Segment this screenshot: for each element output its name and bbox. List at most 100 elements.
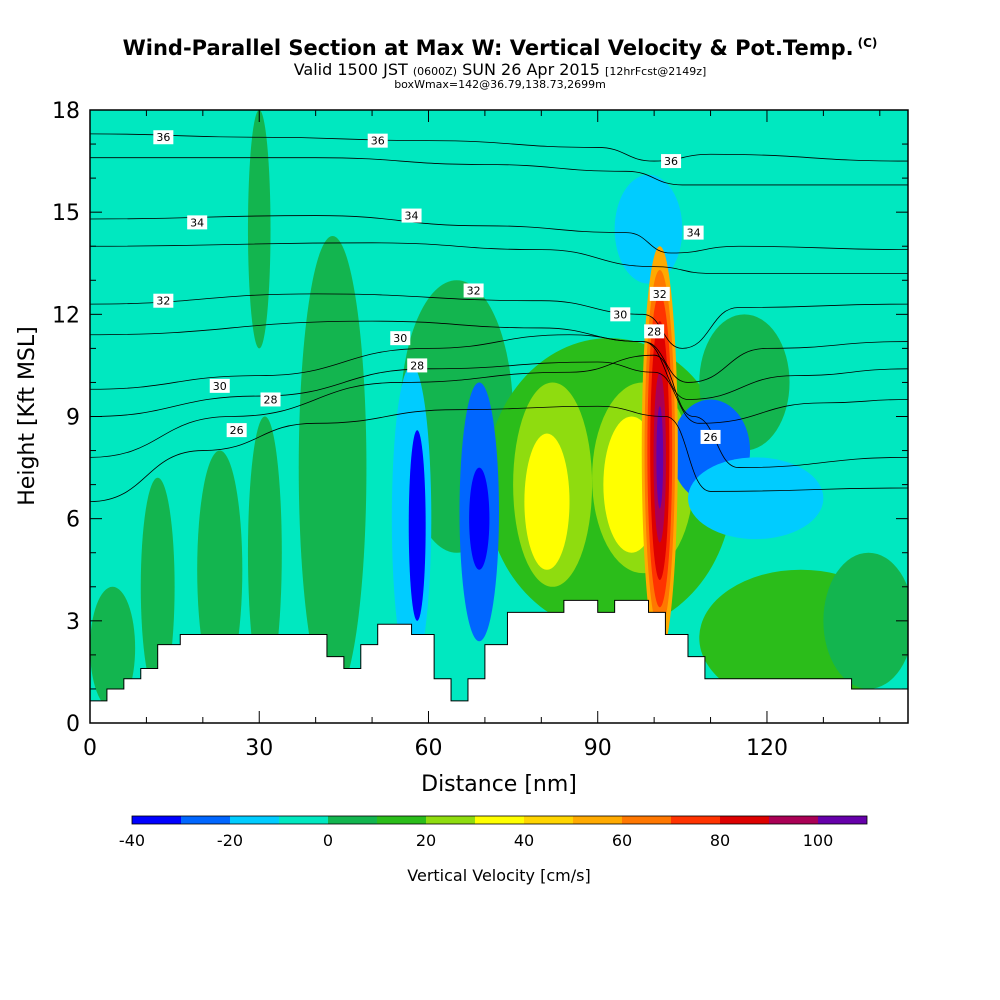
velocity-field <box>90 110 908 710</box>
isentrope-label: 28 <box>407 358 428 373</box>
y-tick-label: 0 <box>66 712 80 737</box>
isentrope-label: 32 <box>153 293 174 308</box>
isentrope-label: 30 <box>610 307 631 322</box>
colorbar-swatch <box>622 816 671 824</box>
x-tick-label: 30 <box>245 736 273 761</box>
isentrope-line <box>90 133 908 162</box>
colorbar-frame <box>131 815 868 825</box>
forecast-info: [12hrFcst@2149z] <box>605 65 707 78</box>
velocity-cell <box>656 406 664 509</box>
terrain-profile <box>90 599 908 723</box>
isentrope-label: 36 <box>661 154 682 169</box>
box-info: boxWmax=142@36.79,138.73,2699m <box>394 78 606 91</box>
isentrope-label: 36 <box>153 130 174 145</box>
isentrope-line <box>90 361 908 424</box>
colorbar-swatch <box>769 816 818 824</box>
velocity-cell <box>298 236 367 700</box>
isentrope-line <box>90 242 908 274</box>
velocity-cell <box>687 457 824 540</box>
colorbar-swatch <box>279 816 328 824</box>
colorbar-swatch <box>181 816 230 824</box>
valid-date: SUN 26 Apr 2015 <box>462 60 600 79</box>
colorbar-swatch <box>818 816 867 824</box>
colorbar-swatch <box>475 816 524 824</box>
colorbar-swatch <box>426 816 475 824</box>
colorbar-swatch <box>377 816 426 824</box>
y-tick-label: 3 <box>66 610 80 635</box>
isentrope-label: 34 <box>187 215 208 230</box>
isentrope-label: 26 <box>226 423 247 438</box>
colorbar-swatch <box>720 816 769 824</box>
isentrope-label-text: 30 <box>213 380 227 393</box>
isentrope-label-text: 36 <box>156 131 170 144</box>
isentrope-line <box>90 215 908 254</box>
colorbar-tick-label: 100 <box>803 831 834 850</box>
colorbar-swatch <box>524 816 573 824</box>
colorbar-swatch <box>671 816 720 824</box>
isentrope-label-text: 32 <box>467 284 481 297</box>
x-tick-label: 90 <box>584 736 612 761</box>
isentrope-line <box>90 293 908 349</box>
isentrope-label-text: 26 <box>704 431 718 444</box>
isentrope-label: 32 <box>463 283 484 298</box>
colorbar-tick-label: 40 <box>514 831 534 850</box>
y-tick-label: 15 <box>52 201 80 226</box>
x-tick-label: 60 <box>414 736 442 761</box>
copyright-mark: (C) <box>857 36 878 50</box>
x-axis-label: Distance [nm] <box>421 772 577 797</box>
chart-subtitle: Valid 1500 JST (0600Z) SUN 26 Apr 2015 [… <box>0 60 1000 79</box>
colorbar-label: Vertical Velocity [cm/s] <box>407 866 590 885</box>
isentrope-label-text: 32 <box>156 295 170 308</box>
title-text: Wind-Parallel Section at Max W: Vertical… <box>122 36 854 60</box>
isentrope-line <box>90 157 908 186</box>
velocity-cell <box>247 110 271 349</box>
valid-utc: (0600Z) <box>412 65 457 78</box>
colorbar-swatch <box>573 816 622 824</box>
velocity-cell <box>140 477 175 696</box>
isentrope-label: 32 <box>649 286 670 301</box>
colorbar-swatch <box>328 816 377 824</box>
colorbar-swatch <box>230 816 279 824</box>
colorbar: -40 -20 0 20 40 60 80 100 <box>119 815 868 850</box>
chart-title: Wind-Parallel Section at Max W: Vertical… <box>0 36 1000 60</box>
velocity-cell <box>823 552 908 689</box>
valid-prefix: Valid 1500 JST <box>293 60 408 79</box>
isentrope-label-text: 36 <box>371 135 385 148</box>
isentrope-label: 28 <box>260 392 281 407</box>
isentrope-label-text: 34 <box>405 210 419 223</box>
colorbar-tick-label: 80 <box>710 831 730 850</box>
velocity-cell <box>614 174 683 284</box>
velocity-cell <box>469 467 490 570</box>
isentrope-label: 28 <box>644 324 665 339</box>
isentrope-line <box>90 334 908 400</box>
colorbar-tick-label: 60 <box>612 831 632 850</box>
isentrope-label-text: 28 <box>410 359 424 372</box>
isentrope-label-text: 36 <box>664 155 678 168</box>
isentrope-lines <box>90 133 908 503</box>
x-tick-label: 120 <box>746 736 788 761</box>
isentrope-label: 26 <box>700 429 721 444</box>
velocity-cell <box>197 450 243 689</box>
isentrope-labels: 36 36 36 34 34 34 32 32 32 30 30 30 28 28 28 26 26 <box>153 130 721 444</box>
colorbar-tick-label: 0 <box>323 831 333 850</box>
colorbar-tick-label: -20 <box>217 831 243 850</box>
isentrope-label: 34 <box>401 208 422 223</box>
isentrope-label-text: 26 <box>230 424 244 437</box>
isentrope-line <box>90 354 908 468</box>
isentrope-label-text: 28 <box>264 393 278 406</box>
y-tick-label: 6 <box>66 508 80 533</box>
colorbar-tick-label: -40 <box>119 831 145 850</box>
velocity-cell <box>247 416 282 689</box>
colorbar-swatch <box>132 816 181 824</box>
isentrope-label: 30 <box>390 331 411 346</box>
isentrope-label-text: 34 <box>190 216 204 229</box>
y-tick-label: 9 <box>66 406 80 431</box>
y-axis-label: Height [Kft MSL] <box>15 326 40 506</box>
x-tick-label: 0 <box>83 736 97 761</box>
y-tick-label: 18 <box>52 99 80 124</box>
isentrope-label-text: 34 <box>687 227 701 240</box>
isentrope-line <box>90 405 908 503</box>
isentrope-label-text: 30 <box>393 332 407 345</box>
